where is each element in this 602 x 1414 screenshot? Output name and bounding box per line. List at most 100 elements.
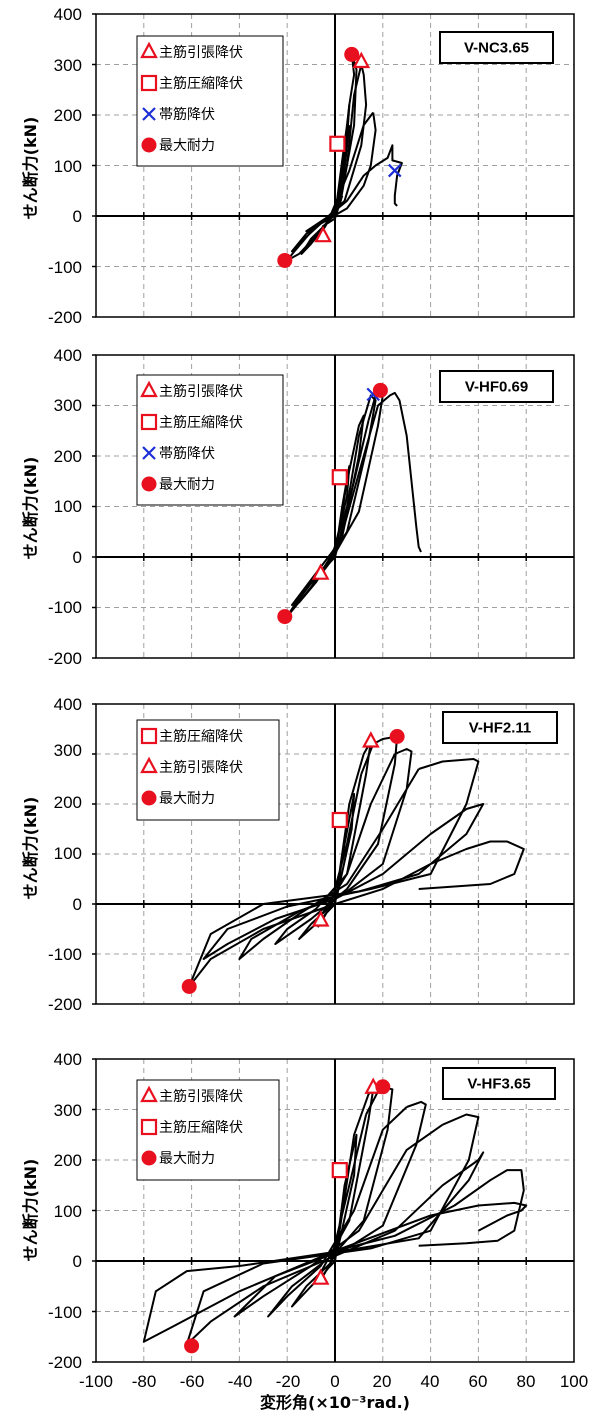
y-tick-label: 400	[54, 695, 82, 714]
legend-box	[136, 35, 284, 167]
marker-max-strength	[184, 1338, 200, 1354]
y-tick-label: -200	[48, 649, 82, 668]
series-line-hysteresis-loop	[334, 1201, 528, 1252]
specimen-label-box	[442, 711, 558, 744]
cross-stroke	[387, 163, 402, 178]
y-tick-label: 0	[73, 548, 82, 567]
plot-frame	[95, 1058, 575, 1363]
series-line-hysteresis-loop	[274, 735, 399, 945]
legend-marker-triangle	[140, 41, 158, 59]
y-tick-label: 100	[54, 157, 82, 176]
y-tick-label: -200	[48, 1353, 82, 1372]
y-tick-label: 0	[73, 1252, 82, 1271]
y-tick-label: 0	[73, 207, 82, 226]
chart-panel-v-nc3-65: せん断力(kN) 400 300 200 100 0 -100 -200 主筋引…	[21, 5, 575, 327]
legend-label: 帯筋降伏	[159, 445, 215, 462]
legend-marker-circle	[141, 137, 157, 153]
series-line-hysteresis-loop	[188, 803, 525, 988]
y-tick-label: 100	[54, 844, 82, 863]
legend-label: 主筋引張降伏	[159, 44, 243, 61]
legend-label: 主筋圧縮降伏	[159, 414, 243, 431]
legend-marker-circle	[141, 1150, 157, 1166]
y-tick-label: 300	[54, 396, 82, 415]
y-tick-label: 300	[54, 1101, 82, 1120]
marker-compression-yield	[331, 1161, 348, 1179]
series-line-hysteresis-loop	[305, 112, 403, 233]
legend-label: 最大耐力	[159, 1151, 215, 1167]
y-tick-label: 100	[54, 497, 82, 516]
series-line-hysteresis-loop	[185, 1113, 480, 1346]
legend-label: 主筋圧縮降伏	[159, 1119, 243, 1136]
x-tick-label: -80	[132, 1372, 157, 1391]
y-tick-label: -100	[48, 598, 82, 617]
x-tick-label: 0	[330, 1372, 339, 1391]
legend-box	[136, 719, 280, 821]
x-tick-label: -20	[276, 1372, 301, 1391]
legend-marker-square	[140, 727, 158, 745]
x-axis-title: 変形角(×10⁻³rad.)	[260, 1393, 410, 1412]
marker-max-strength	[181, 979, 197, 994]
specimen-label-text: V-HF2.11	[469, 720, 532, 737]
legend-label: 主筋引張降伏	[159, 759, 243, 776]
specimen-label-box	[439, 31, 554, 64]
y-tick-label: -100	[48, 1303, 82, 1322]
specimen-label-box	[439, 370, 554, 403]
legend-marker-circle	[141, 790, 157, 806]
chart-panel-v-hf2-11: せん断力(kN) 400 300 200 100 0 -100 -200 主筋圧…	[21, 695, 575, 1014]
y-tick-label: 0	[73, 895, 82, 914]
x-tick-label: 100	[560, 1372, 588, 1391]
y-axis-title: せん断力(kN)	[21, 1159, 40, 1262]
marker-hoop-yield	[387, 163, 402, 178]
legend-label: 最大耐力	[159, 138, 215, 154]
legend-box	[136, 1079, 280, 1181]
cross-stroke	[142, 107, 156, 121]
marker-max-strength	[372, 382, 388, 398]
legend-marker-square	[140, 74, 158, 92]
plot-area	[92, 703, 575, 1005]
y-axis-title: せん断力(kN)	[21, 457, 40, 560]
specimen-label: V-HF2.11	[442, 711, 558, 744]
legend-box	[136, 374, 284, 506]
marker-compression-yield	[331, 469, 348, 486]
x-tick-label: -60	[180, 1372, 205, 1391]
legend-label: 主筋圧縮降伏	[159, 728, 243, 745]
chart-panel-v-hf3-65: せん断力(kN) 400 300 200 100 0 -100 -200 主筋引…	[21, 1050, 575, 1372]
specimen-label: V-HF3.65	[442, 1067, 556, 1100]
x-axis: -100 -80 -60 -40 -20 0 20 40 60 80 100 変…	[79, 1372, 588, 1412]
y-tick-label: -100	[48, 258, 82, 277]
y-tick-label: 300	[54, 56, 82, 75]
marker-compression-yield	[331, 811, 348, 829]
plot-frame	[95, 354, 575, 659]
plot-frame	[95, 703, 575, 1005]
chart-panel-v-hf0-69: せん断力(kN) 400 300 200 100 0 -100 -200 主筋引…	[21, 346, 575, 668]
x-tick-label: -100	[79, 1372, 113, 1391]
specimen-label-text: V-HF0.69	[465, 379, 528, 396]
y-tick-label: -200	[48, 995, 82, 1014]
legend-marker-square	[140, 1118, 158, 1136]
marker-max-strength	[277, 609, 293, 625]
legend-marker-cross	[142, 107, 156, 121]
y-tick-label: 400	[54, 5, 82, 24]
y-tick-label: 400	[54, 1050, 82, 1069]
series-line-hysteresis-loop	[291, 389, 422, 606]
marker-max-strength	[344, 46, 360, 62]
legend-marker-triangle	[140, 756, 158, 774]
specimen-label: V-HF0.69	[439, 370, 554, 403]
x-tick-label: 80	[517, 1372, 536, 1391]
legend-label: 主筋引張降伏	[159, 383, 243, 400]
legend-marker-cross	[142, 446, 156, 460]
legend-label: 最大耐力	[159, 791, 215, 807]
x-tick-label: 40	[421, 1372, 440, 1391]
specimen-label-text: V-NC3.65	[464, 40, 529, 57]
marker-tension-yield	[362, 731, 380, 748]
marker-compression-yield	[329, 135, 346, 152]
y-axis-title: せん断力(kN)	[21, 117, 40, 220]
x-tick-label: 60	[469, 1372, 488, 1391]
marker-tension-yield	[311, 563, 330, 580]
legend-label: 主筋圧縮降伏	[159, 75, 243, 92]
legend-marker-triangle	[140, 1085, 158, 1103]
